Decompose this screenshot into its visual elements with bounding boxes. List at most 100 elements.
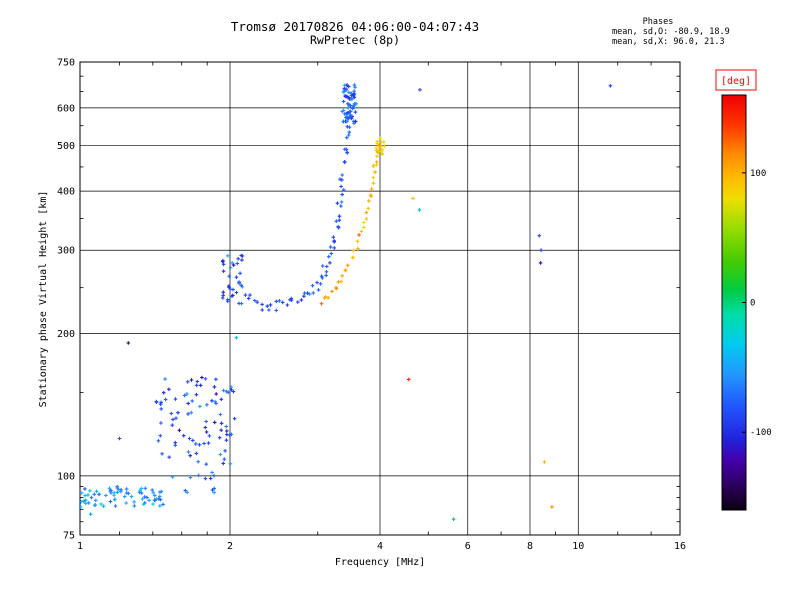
data-point [339,200,344,204]
data-point [124,501,128,505]
data-point [339,184,343,189]
data-point [221,388,226,393]
data-point [342,160,347,165]
data-point [115,490,120,495]
data-point [88,512,93,516]
data-point [145,495,149,500]
data-point [345,83,349,87]
data-point [350,106,355,111]
data-point [307,292,312,296]
colorbar-tick-label: 0 [750,299,755,309]
data-point [320,264,325,268]
data-point [186,401,190,406]
data-point [221,293,225,298]
data-point [255,300,259,304]
data-point [86,493,90,497]
data-point [376,149,381,154]
data-point [88,489,92,493]
data-point [310,283,315,288]
data-point [194,392,199,397]
data-point [268,303,273,307]
data-point [196,473,201,478]
data-point [238,271,242,276]
x-tick-label: 4 [377,541,383,552]
y-tick-label: 400 [57,187,75,198]
data-point [173,440,178,445]
data-point [204,462,208,466]
data-point [371,175,376,180]
data-point [228,462,233,466]
data-point [83,493,87,498]
data-point [183,488,188,493]
data-point [346,102,350,106]
data-point [239,301,244,306]
stats-line-x: mean, sd,X: 96.0, 21.3 [612,37,725,47]
plot-border [79,61,681,536]
data-point [341,90,346,94]
data-point [336,224,340,229]
y-tick-label: 500 [57,141,75,152]
data-point [101,504,106,508]
data-point [265,304,270,308]
x-tick-label: 16 [674,541,686,552]
data-point [319,301,324,306]
data-point [418,88,422,92]
data-point [369,187,374,191]
data-point [380,151,384,156]
data-point [207,434,212,438]
data-point [82,499,86,503]
data-point [608,84,613,88]
data-point [190,399,194,403]
data-point [267,308,271,312]
data-point [340,173,344,177]
data-point [219,428,223,432]
data-point [345,151,350,155]
data-point [411,196,415,201]
data-point [331,235,336,239]
data-point [335,201,340,205]
data-point [274,308,279,313]
data-point [84,501,88,506]
data-point [375,139,379,144]
data-point [305,291,310,295]
data-point [345,111,350,116]
data-point [159,421,163,425]
data-point [348,103,353,108]
data-point [154,399,159,404]
data-point [159,489,164,494]
data-point [212,420,217,425]
data-point [344,119,349,124]
data-point [237,280,241,284]
data-point [212,473,216,478]
data-point [349,96,354,101]
y-tick-label: 750 [57,58,75,69]
data-point [142,495,147,499]
data-point [407,377,411,382]
y-tick-label: 600 [57,103,75,114]
data-point [348,114,353,118]
data-point [328,245,333,249]
data-point [214,392,218,396]
data-point [315,280,319,285]
data-point [374,146,378,150]
data-point [299,298,304,302]
data-point [169,411,174,416]
data-point [224,389,229,394]
data-point [113,504,118,508]
data-point [222,457,227,461]
data-point [352,101,357,106]
data-point [225,429,229,433]
data-point [159,407,163,411]
data-point [194,442,198,446]
data-point [342,112,347,116]
data-point [280,300,285,305]
data-point [186,450,191,454]
x-axis-label: Frequency [MHz] [335,557,425,568]
data-point [332,246,337,250]
data-point [234,335,239,340]
y-tick-label: 75 [63,531,75,542]
data-point [353,119,358,124]
data-point [124,487,129,491]
